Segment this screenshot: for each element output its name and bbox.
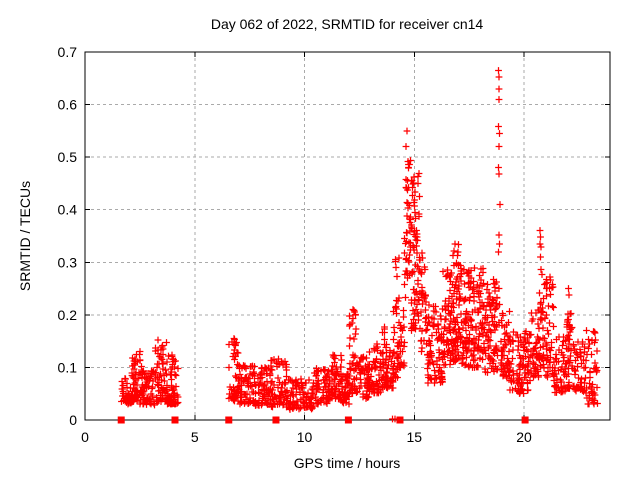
baseline-squares	[117, 416, 529, 424]
y-axis-label: SRMTID / TECUs	[17, 181, 33, 291]
axis-ticks	[84, 51, 610, 421]
y-tick-label: 0.5	[58, 149, 78, 165]
baseline-square-marker	[272, 416, 280, 424]
x-tick-label: 15	[406, 429, 422, 445]
y-tick-label: 0.6	[58, 97, 78, 113]
scatter-points	[118, 67, 601, 423]
baseline-square-marker	[521, 416, 529, 424]
x-tick-label: 5	[191, 429, 199, 445]
y-tick-label: 0.4	[58, 202, 78, 218]
tick-labels: 0 5 10 15 20 0 0.1 0.2 0.3 0.4 0.5 0.6 0.7	[58, 44, 532, 445]
plot-frame	[84, 51, 611, 421]
scatter-series	[118, 67, 601, 423]
y-tick-label: 0.7	[58, 44, 78, 60]
gridlines	[85, 52, 610, 420]
baseline-square-marker	[117, 416, 125, 424]
y-tick-label: 0	[69, 412, 77, 428]
y-tick-label: 0.1	[58, 359, 78, 375]
x-tick-label: 10	[297, 429, 313, 445]
baseline-square-marker	[344, 416, 352, 424]
x-tick-label: 20	[516, 429, 532, 445]
x-tick-label: 0	[81, 429, 89, 445]
y-tick-label: 0.2	[58, 307, 78, 323]
baseline-square-marker	[171, 416, 179, 424]
baseline-square-marker	[396, 416, 404, 424]
x-axis-label: GPS time / hours	[294, 455, 401, 471]
y-tick-label: 0.3	[58, 254, 78, 270]
chart-title: Day 062 of 2022, SRMTID for receiver cn1…	[211, 16, 484, 32]
baseline-square-marker	[225, 416, 233, 424]
